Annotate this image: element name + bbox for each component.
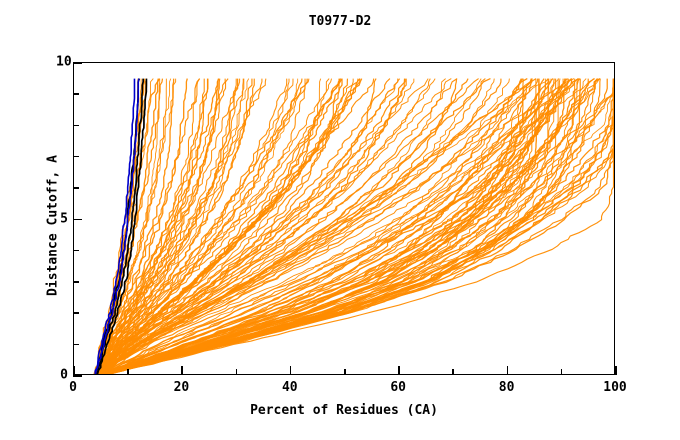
curve (103, 78, 614, 374)
curve (96, 78, 290, 374)
x-tick-label: 80 (498, 380, 515, 395)
x-tick (289, 366, 292, 375)
curve (100, 78, 566, 374)
curve (99, 78, 569, 374)
curve (106, 78, 614, 374)
curve (96, 78, 253, 374)
y-tick (73, 62, 82, 64)
y-tick (73, 281, 79, 283)
y-tick (73, 124, 79, 127)
y-tick (73, 343, 79, 346)
curve (106, 78, 614, 374)
curve (96, 78, 239, 374)
y-tick-label: 10 (56, 54, 72, 70)
curve (94, 78, 136, 374)
y-tick (73, 218, 82, 220)
curve (96, 78, 299, 374)
curve (101, 78, 552, 374)
curve (110, 78, 600, 374)
y-tick (73, 312, 79, 314)
curve (104, 78, 545, 374)
curve (107, 78, 614, 374)
x-tick-label: 100 (603, 380, 627, 395)
x-tick (560, 369, 563, 375)
curve (97, 78, 377, 374)
chart-title: T0977-D2 (308, 14, 372, 29)
curve (109, 78, 554, 374)
y-tick-label: 5 (60, 211, 68, 226)
x-tick (235, 369, 238, 375)
curve (99, 78, 322, 374)
curve (96, 78, 205, 374)
curve (96, 78, 148, 374)
curve (94, 78, 140, 374)
curve (100, 78, 495, 374)
curve (100, 78, 572, 374)
curve (102, 78, 580, 374)
curve (96, 78, 363, 374)
x-axis-title: Percent of Residues (CA) (250, 403, 438, 418)
curve (96, 78, 310, 374)
y-axis-title: Distance Cutoff, A (45, 155, 61, 296)
curve (109, 78, 601, 374)
curve (100, 78, 359, 374)
curve (104, 78, 522, 374)
plot-area (73, 62, 615, 375)
curve (99, 78, 406, 374)
curve (97, 78, 349, 374)
curve (106, 78, 523, 374)
curve (108, 78, 614, 374)
curve (101, 78, 596, 374)
curve (95, 78, 306, 374)
y-tick (73, 249, 79, 252)
curve (97, 78, 431, 374)
y-tick (73, 93, 79, 95)
curve (96, 78, 144, 374)
x-tick (344, 369, 346, 375)
x-tick (506, 366, 509, 375)
curve (96, 78, 229, 374)
curve (100, 78, 340, 374)
curve (98, 78, 237, 374)
curve (95, 78, 201, 374)
curve (106, 78, 540, 374)
curve (107, 78, 608, 374)
x-tick (452, 369, 454, 375)
x-tick (181, 366, 183, 375)
y-tick-label: 0 (60, 367, 68, 383)
x-tick (615, 366, 617, 375)
curve (107, 78, 576, 374)
curve (97, 78, 341, 374)
x-tick-label: 40 (281, 380, 298, 395)
curve (100, 78, 533, 374)
x-tick (73, 366, 75, 375)
x-tick (398, 366, 400, 375)
curve (96, 78, 343, 374)
curve (100, 78, 528, 374)
curve (98, 78, 406, 374)
y-tick (73, 155, 79, 158)
x-tick-label: 60 (390, 380, 407, 395)
curve (102, 78, 533, 374)
y-tick (73, 187, 79, 189)
curve-canvas (93, 78, 614, 374)
curve (95, 78, 244, 374)
x-tick-label: 0 (69, 380, 77, 395)
curve (98, 78, 250, 374)
x-tick (127, 369, 129, 375)
y-tick (73, 375, 82, 377)
x-tick-label: 20 (173, 380, 190, 395)
curve (96, 78, 486, 374)
